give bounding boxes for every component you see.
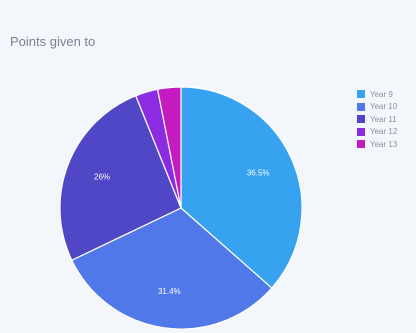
legend-swatch: [357, 90, 365, 99]
pie-slice-year-9: [180, 86, 303, 289]
legend-label: Year 12: [370, 127, 398, 137]
legend-item-year-10[interactable]: Year 10: [357, 101, 397, 114]
legend-label: Year 13: [370, 139, 398, 149]
legend-label: Year 9: [370, 89, 393, 99]
pie-slice-year-11: [59, 94, 182, 262]
chart-legend: Year 9 Year 10 Year 11 Year 12 Year 13: [357, 88, 397, 151]
pie-slice-year-13: [156, 86, 182, 209]
slice-label-year-9: 36.5%: [247, 168, 270, 177]
legend-swatch: [357, 115, 365, 124]
legend-swatch: [357, 140, 365, 149]
legend-item-year-9[interactable]: Year 9: [357, 88, 397, 101]
legend-swatch: [357, 102, 365, 111]
slice-label-year-11: 26%: [94, 172, 110, 181]
legend-item-year-11[interactable]: Year 11: [357, 113, 397, 126]
legend-label: Year 10: [370, 102, 398, 112]
legend-swatch: [357, 127, 365, 136]
legend-item-year-13[interactable]: Year 13: [357, 138, 397, 151]
pie-slice-year-10: [71, 207, 273, 330]
slice-label-year-10: 31.4%: [158, 287, 181, 296]
legend-item-year-12[interactable]: Year 12: [357, 126, 397, 139]
chart-title: Points given to: [10, 34, 96, 49]
legend-label: Year 11: [370, 114, 397, 124]
